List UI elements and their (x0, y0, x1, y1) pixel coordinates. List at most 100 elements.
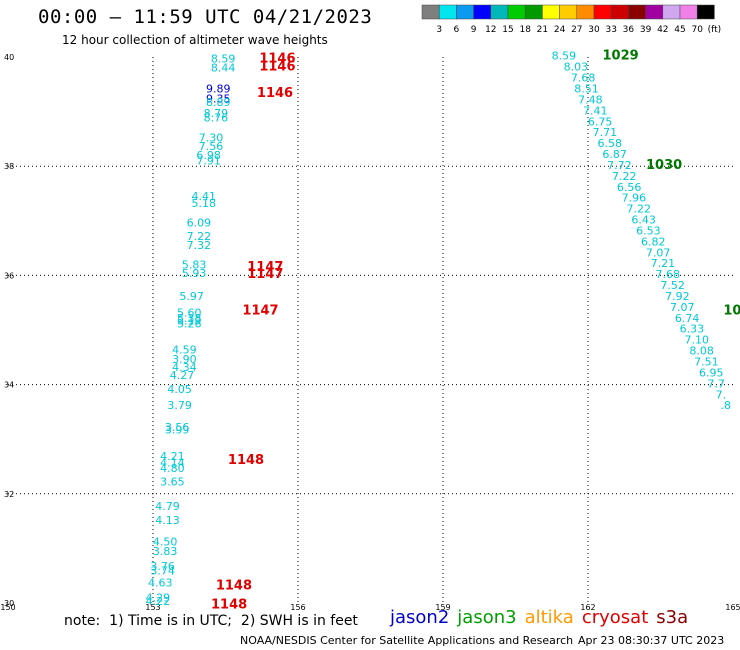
wave-height-label: 7.96 (622, 192, 647, 205)
satellite-legend: jason2 jason3 altika cryosat s3a (390, 607, 696, 628)
time-label: 1148 (211, 597, 247, 612)
page-title: 00:00 – 11:59 UTC 04/21/2023 (38, 6, 373, 28)
colorbar-label: 45 (674, 25, 685, 35)
wave-height-label: 3.56 (165, 421, 190, 434)
generated-timestamp: Apr 23 08:30:37 UTC 2023 (578, 634, 725, 647)
credit-line: NOAA/NESDIS Center for Satellite Applica… (240, 634, 574, 647)
time-label: 1148 (216, 578, 252, 593)
wave-height-label: 8.76 (204, 111, 229, 124)
wave-height-label: 4.63 (148, 577, 173, 590)
wave-height-label: 7.48 (578, 93, 603, 106)
wave-height-label: 4.34 (172, 361, 197, 374)
wave-height-label: 4.80 (160, 462, 185, 475)
wave-height-label: 8.51 (574, 82, 599, 95)
wave-height-label: 4.50 (153, 536, 178, 549)
footnote: note: 1) Time is in UTC; 2) SWH is in fe… (64, 613, 358, 629)
time-label: 10 (723, 304, 740, 319)
wave-height-label: 5.93 (182, 267, 207, 280)
wave-height-label: 8.59 (552, 50, 577, 63)
colorbar-label: 39 (640, 25, 652, 35)
wave-height-label: 3.74 (150, 565, 175, 578)
colorbar-label: 24 (554, 25, 566, 35)
wave-height-label: 7.68 (656, 268, 681, 281)
wave-height-label: 7.21 (651, 257, 676, 270)
x-tick-label: 156 (290, 603, 305, 612)
wave-height-label: 4.14 (160, 457, 185, 470)
wave-height-label: 7.30 (199, 132, 224, 145)
wave-height-label: 4.29 (146, 591, 171, 604)
colorbar-label: 18 (519, 25, 531, 35)
wave-height-label: 6.98 (196, 149, 221, 162)
time-label: 1146 (259, 51, 295, 66)
wave-height-label: 6.43 (631, 214, 656, 227)
x-tick-label: 165 (725, 603, 740, 612)
time-label: 1030 (646, 158, 682, 173)
wave-height-label: 6.58 (598, 137, 623, 150)
wave-height-label: 6.95 (699, 366, 724, 379)
wave-height-label: 6.75 (588, 115, 613, 128)
wave-height-label: 5.19 (177, 315, 202, 328)
color-scale-legend: 3 6 9 12 15 18 21 24 27 30 33 36 39 42 45 70 (ft) (421, 4, 721, 35)
wave-height-label: 4.13 (155, 514, 180, 527)
wave-height-label: 3.83 (153, 545, 178, 558)
x-tick-label: 159 (435, 603, 450, 612)
wave-height-label: 6.74 (675, 312, 700, 325)
wave-height-label: 5.97 (179, 290, 204, 303)
time-label: 1148 (228, 453, 264, 468)
colorbar-label: 15 (502, 25, 513, 35)
satellite-legend-item: jason3 (457, 607, 517, 628)
wave-height-label: 6.53 (636, 224, 661, 237)
wave-height-label: 4.21 (160, 450, 185, 463)
wave-height-label: 6.33 (680, 323, 705, 336)
colorbar-label: 36 (623, 25, 635, 35)
colorbar-label: 27 (571, 25, 582, 35)
wave-height-label: 7.07 (646, 246, 671, 259)
x-tick-label: 150 (0, 603, 15, 612)
wave-height-label: 8.03 (564, 61, 589, 74)
y-tick-label: 40 (4, 53, 14, 62)
wave-height-label: 5.26 (177, 317, 202, 330)
wave-height-label: 7.52 (660, 279, 685, 292)
wave-height-label: 7.68 (571, 72, 596, 85)
wave-height-label: 7.22 (612, 170, 637, 183)
wave-height-label: 7.07 (670, 301, 695, 314)
wave-height-label: 4.41 (192, 190, 217, 203)
satellite-legend-item: altika (524, 607, 574, 628)
wave-height-label: 9.89 (206, 82, 231, 95)
wave-height-label: 3.99 (165, 424, 190, 437)
satellite-legend-item: cryosat (581, 607, 649, 628)
x-tick-label: 162 (580, 603, 595, 612)
wave-height-label: 7.41 (583, 104, 608, 117)
time-label: 1146 (259, 60, 295, 75)
colorbar-label: 3 (436, 25, 442, 35)
wave-height-label: 4.22 (146, 595, 171, 608)
wave-height-label: 6.56 (617, 181, 642, 194)
wave-height-label: 5.83 (182, 258, 207, 271)
wave-height-label: 6.09 (187, 216, 212, 229)
wave-height-label: 7.7 (707, 377, 725, 390)
wave-height-label: 7.91 (196, 155, 221, 168)
wave-height-label: 8.59 (211, 52, 236, 65)
colorbar-label: 42 (657, 25, 668, 35)
wave-height-label: 4.79 (155, 500, 180, 513)
wave-height-label: 7.22 (187, 230, 212, 243)
wave-height-label: 7.72 (607, 159, 632, 172)
wave-height-label: 7.32 (187, 239, 212, 252)
wave-height-label: 5.38 (177, 312, 202, 325)
wave-height-label: 5.18 (192, 197, 217, 210)
wave-height-label: 8.89 (206, 96, 231, 109)
wave-height-label: 4.05 (167, 383, 192, 396)
y-tick-label: 32 (4, 490, 14, 499)
satellite-legend-item: s3a (656, 607, 689, 628)
wave-height-label: 3.90 (172, 353, 197, 366)
wave-height-label: 8.08 (689, 345, 714, 358)
colorbar-swatch (696, 4, 715, 20)
wave-height-label: 7.56 (199, 140, 224, 153)
wave-height-label: 3.79 (167, 399, 192, 412)
time-label: 1147 (247, 267, 283, 282)
y-tick-label: 36 (4, 271, 14, 280)
wave-height-label: 7.71 (593, 126, 618, 139)
wave-height-label: 8.44 (211, 62, 236, 75)
y-tick-label: 30 (4, 599, 14, 608)
